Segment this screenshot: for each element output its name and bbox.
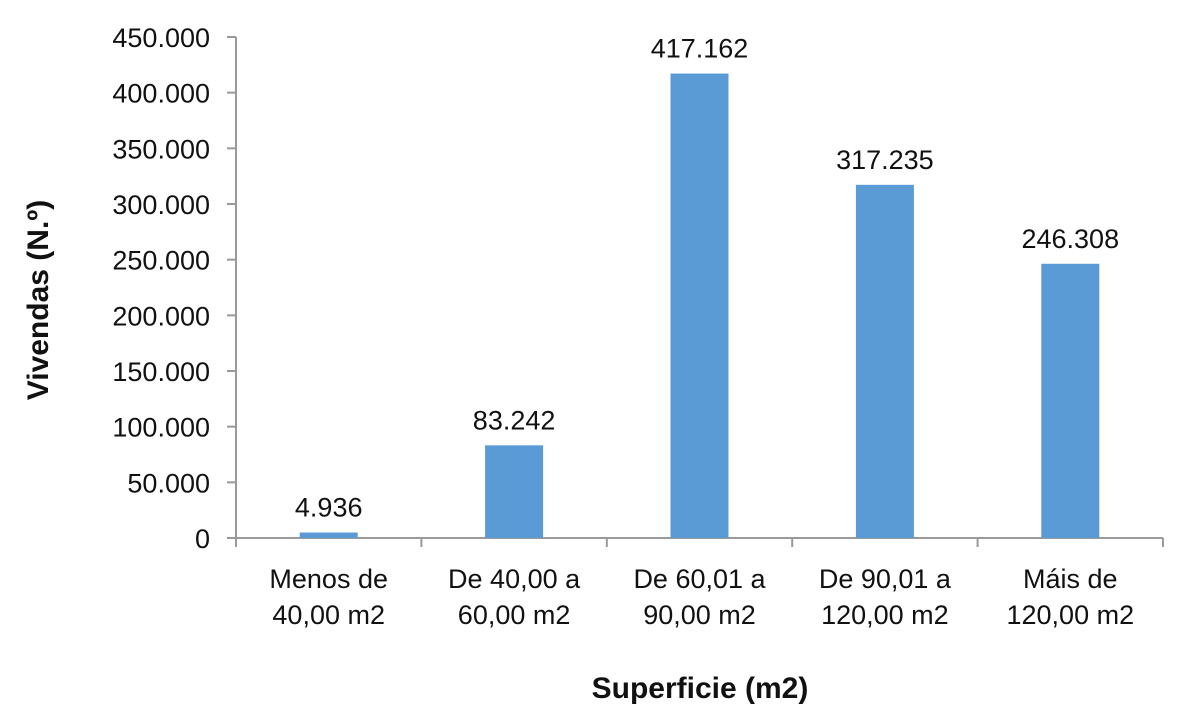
x-category-label: De 90,01 a [819, 564, 952, 594]
x-category-label: 40,00 m2 [272, 600, 385, 630]
x-category-label: 90,00 m2 [643, 600, 756, 630]
x-category-label: 60,00 m2 [458, 600, 571, 630]
axes-layer: 0 50.000 100.000 150.000 200.000 250.000 300.0… [112, 23, 1164, 554]
data-label: 417.162 [651, 34, 749, 64]
y-tick-label: 300.000 [112, 190, 210, 220]
data-label: 246.308 [1021, 224, 1119, 254]
x-category-label: Menos de [269, 564, 388, 594]
y-tick-label: 350.000 [112, 134, 210, 164]
x-category-label: 120,00 m2 [821, 600, 949, 630]
bar [485, 445, 544, 538]
data-label: 317.235 [836, 145, 934, 175]
x-category-label: 120,00 m2 [1007, 600, 1135, 630]
bars-layer [299, 73, 1100, 539]
labels-layer: 4.936 Menos de 40,00 m2 83.242 De 40,00 a 60,… [269, 34, 1134, 630]
y-tick-label: 250.000 [112, 246, 210, 276]
bar [670, 73, 729, 539]
y-tick-label: 50.000 [127, 468, 210, 498]
x-category-label: De 60,01 a [633, 564, 766, 594]
y-tick-label: 100.000 [112, 413, 210, 443]
data-label: 4.936 [295, 493, 363, 523]
y-axis-title: Vivendas (N.º) [22, 200, 55, 400]
y-tick-label: 400.000 [112, 79, 210, 109]
y-tick-label: 150.000 [112, 357, 210, 387]
y-tick-label: 450.000 [112, 23, 210, 53]
y-tick-label: 0 [195, 524, 210, 554]
x-category-label: De 40,00 a [448, 564, 581, 594]
y-tick-label: 200.000 [112, 301, 210, 331]
bar [299, 532, 358, 538]
bar [1041, 263, 1100, 538]
bar [855, 184, 914, 538]
x-category-label: Máis de [1023, 564, 1118, 594]
data-label: 83.242 [473, 405, 556, 435]
x-axis-title: Superficie (m2) [592, 672, 809, 705]
